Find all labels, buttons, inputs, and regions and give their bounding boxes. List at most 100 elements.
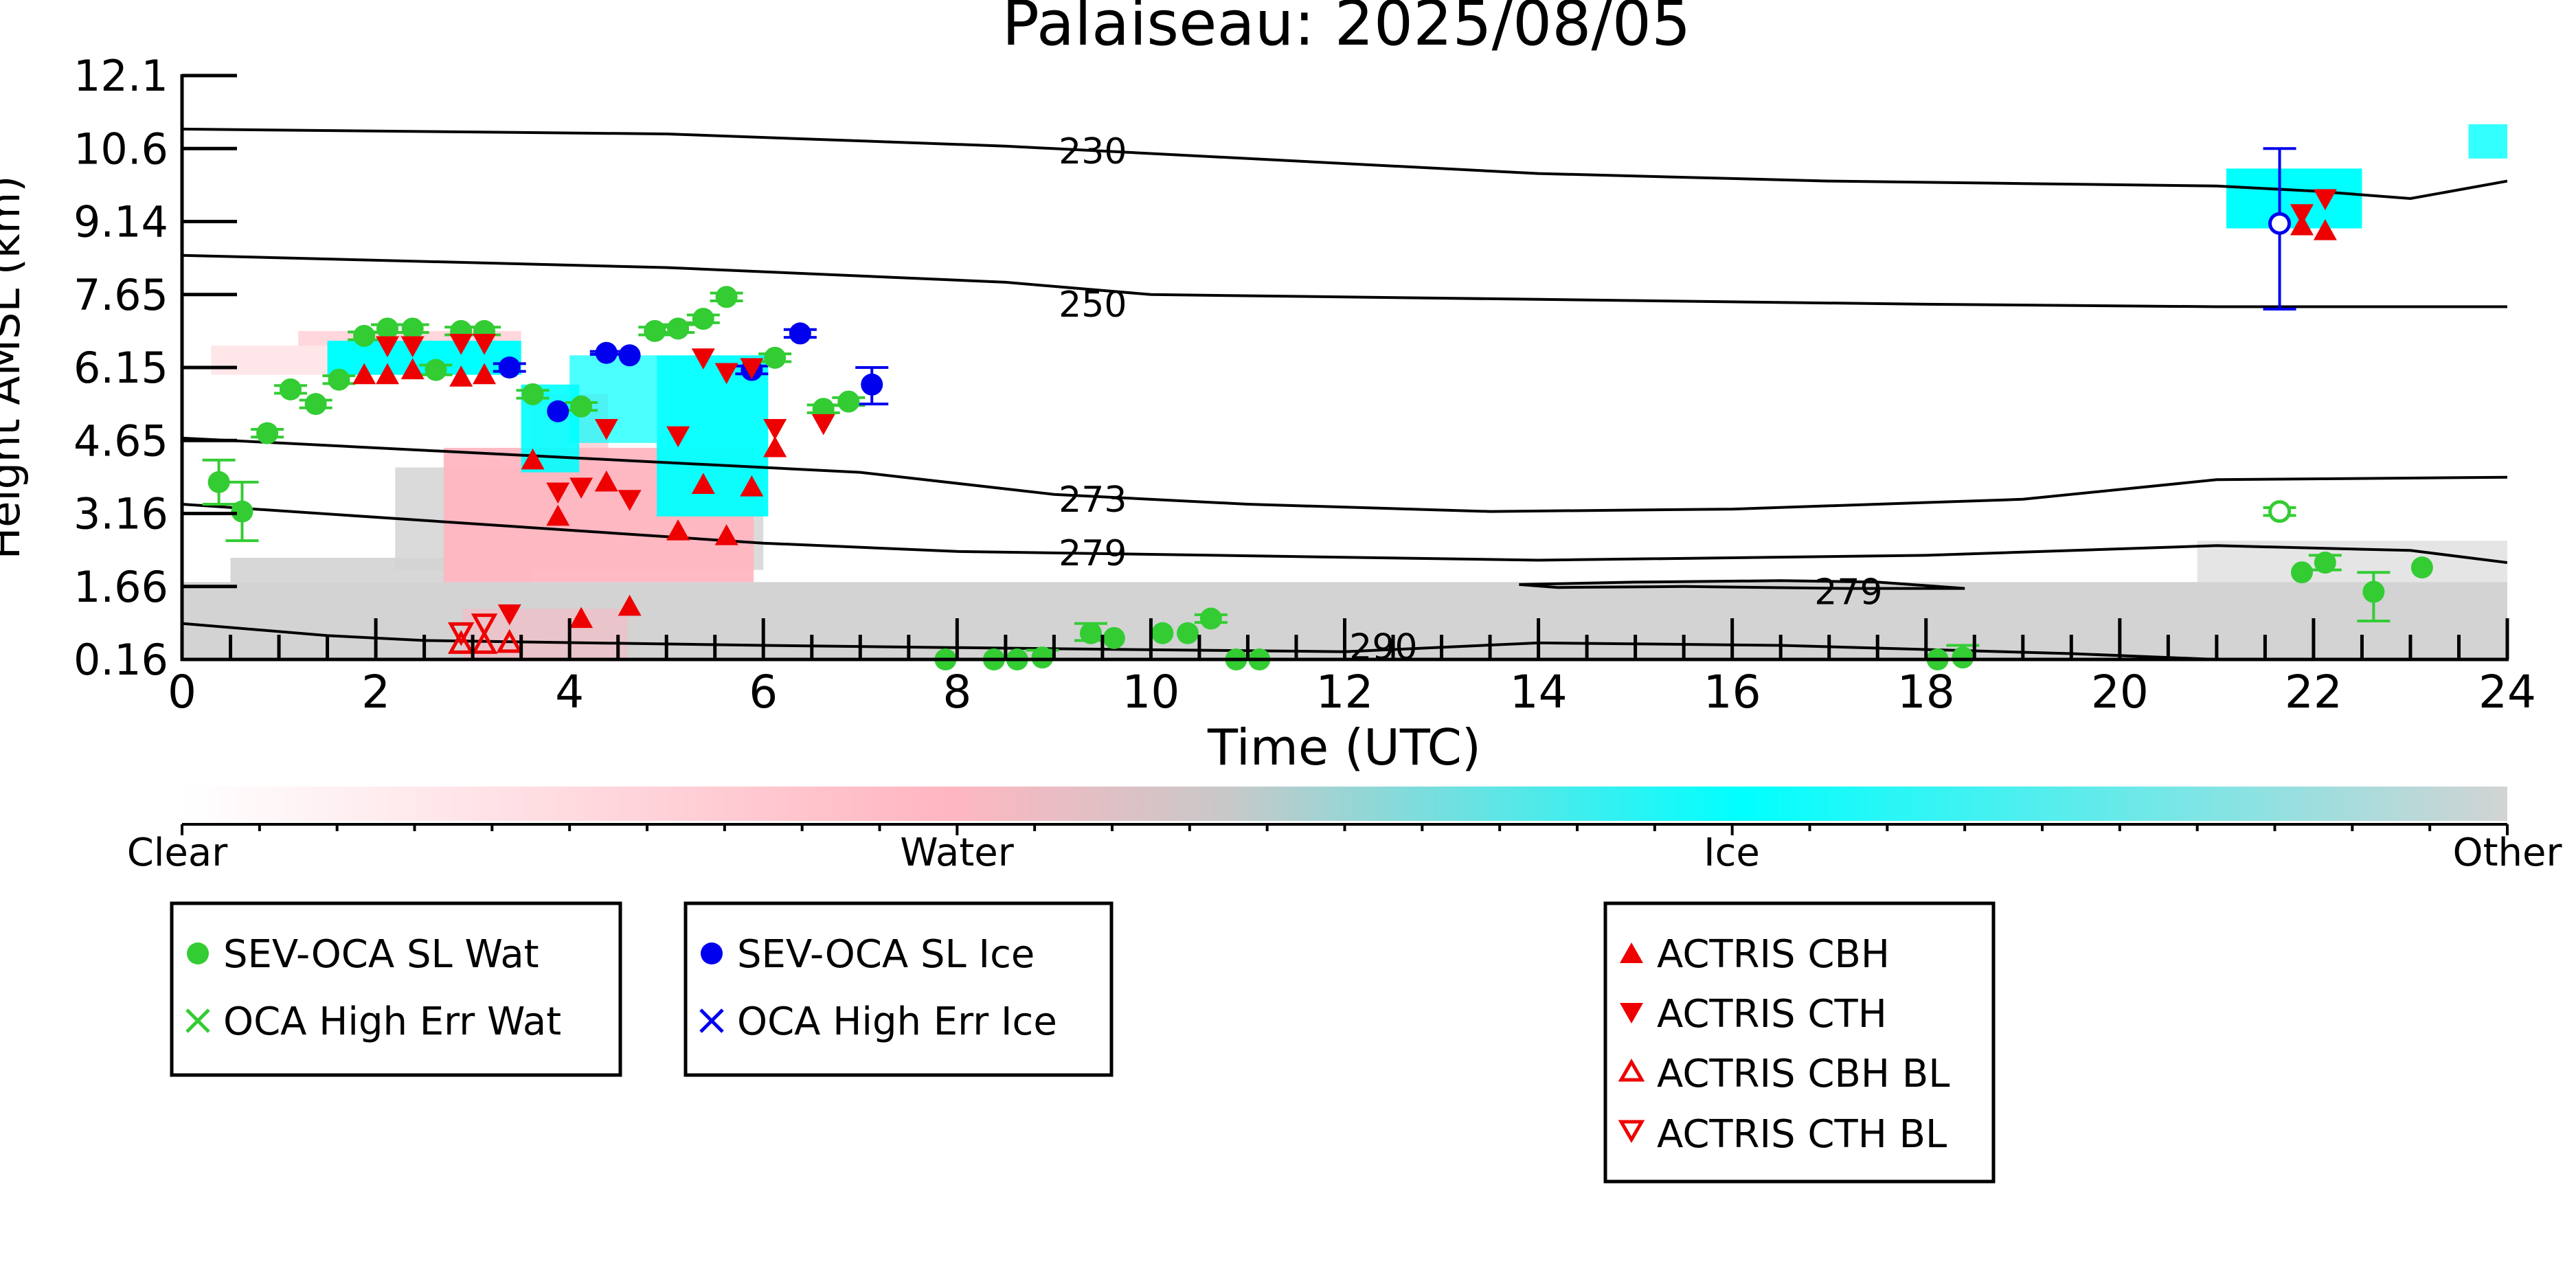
- x-tick-label: 18: [1897, 666, 1955, 719]
- cloud-field-ice: [2226, 168, 2362, 229]
- legend-ice-dot-icon: [701, 942, 723, 964]
- marker-actris-cbh: [763, 436, 787, 457]
- marker-sev-oca-wat: [764, 346, 787, 369]
- contour-label: 279: [1059, 533, 1127, 574]
- marker-sev-oca-wat: [692, 308, 714, 330]
- marker-sev-oca-wat: [1031, 646, 1054, 669]
- legend-entry-cth: ACTRIS CTH: [1657, 992, 1887, 1037]
- contour-273: [182, 436, 2507, 513]
- marker-actris-cth: [691, 348, 715, 370]
- legend-cbh-bl-triangle-icon: [1618, 1058, 1645, 1082]
- legend-water-dot-icon: [187, 942, 209, 964]
- colorbar-ticks: [181, 824, 2509, 835]
- x-tick-label: 22: [2285, 666, 2342, 719]
- marker-sev-oca-ice: [618, 344, 641, 367]
- legend-cth-triangle-icon: [1620, 1003, 1643, 1024]
- x-axis-label: Time (UTC): [1207, 719, 1481, 776]
- marker-sev-oca-ice: [861, 373, 883, 396]
- legend-entry-cth-bl: ACTRIS CTH BL: [1657, 1112, 1947, 1157]
- legend-ice-cross-icon: [699, 1008, 724, 1033]
- marker-actris-cth: [666, 426, 690, 448]
- marker-actris-cth: [811, 414, 835, 436]
- marker-sev-oca-wat: [837, 390, 860, 413]
- legend-entry-sev-oca-wat: SEV-OCA SL Wat: [223, 932, 539, 977]
- legend-cbh-triangle-icon: [1620, 942, 1643, 963]
- marker-sev-oca-wat: [207, 471, 230, 493]
- marker-actris-cth: [400, 336, 425, 358]
- marker-actris-cth: [473, 333, 497, 355]
- marker-sev-oca-wat: [376, 317, 399, 340]
- contour-279: [182, 503, 2507, 564]
- y-tick-label: 12.1: [74, 51, 168, 101]
- x-tick-label: 2: [361, 666, 390, 719]
- marker-sev-oca-wat: [401, 317, 424, 340]
- contour-label: 273: [1059, 479, 1127, 521]
- marker-actris-cbh: [376, 363, 400, 385]
- legend-entry-oca-err-wat: OCA High Err Wat: [223, 999, 561, 1044]
- marker-actris-cth: [546, 482, 570, 504]
- marker-sev-oca-wat: [328, 368, 350, 391]
- colorbar-label-other: Other: [2452, 831, 2562, 875]
- marker-sev-oca-wat: [425, 359, 447, 381]
- y-tick-label: 3.16: [74, 489, 168, 539]
- legend-actris: ACTRIS CBH ACTRIS CTH ACTRIS CBH BL ACTR…: [1603, 901, 1996, 1184]
- x-tick-label: 10: [1122, 666, 1179, 719]
- colorbar-label-ice: Ice: [1704, 831, 1760, 875]
- marker-sev-oca-ice-open: [2268, 212, 2292, 235]
- legend-ice: SEV-OCA SL Ice OCA High Err Ice: [683, 901, 1114, 1077]
- marker-actris-cbh-bl: [471, 630, 498, 654]
- marker-sev-oca-wat: [2410, 556, 2433, 579]
- marker-sev-oca-ice: [595, 341, 618, 364]
- markers: [207, 189, 2433, 670]
- marker-sev-oca-wat: [2290, 561, 2313, 584]
- marker-actris-cbh: [594, 470, 618, 492]
- marker-sev-oca-wat: [1952, 646, 1974, 669]
- marker-actris-cbh: [546, 504, 570, 526]
- colorbar-label-water: Water: [900, 831, 1015, 875]
- x-tick-label: 6: [749, 666, 778, 719]
- contour-label: 279: [1814, 572, 1882, 613]
- contour-label: 230: [1059, 131, 1127, 172]
- marker-sev-oca-wat: [256, 422, 279, 444]
- marker-actris-cth: [2290, 204, 2314, 225]
- y-axis-label: Height AMSL (km): [0, 176, 30, 560]
- cloud-field-ice: [2468, 124, 2507, 159]
- marker-sev-oca-ice: [498, 357, 521, 379]
- marker-actris-cth-bl: [447, 622, 475, 646]
- marker-sev-oca-wat: [2314, 552, 2336, 574]
- x-tick-label: 16: [1704, 666, 1761, 719]
- x-tick-label: 24: [2478, 666, 2536, 719]
- marker-actris-cbh: [691, 473, 715, 495]
- marker-sev-oca-wat: [2362, 580, 2385, 603]
- marker-actris-cth: [740, 358, 764, 379]
- marker-sev-oca-wat: [1079, 622, 1102, 644]
- contour-279: [1519, 579, 1965, 590]
- y-tick-label: 1.66: [74, 562, 168, 612]
- y-tick-label: 9.14: [74, 197, 168, 247]
- marker-actris-cbh: [400, 358, 425, 380]
- marker-actris-cbh-bl: [447, 630, 475, 654]
- legend-cth-bl-triangle-icon: [1618, 1120, 1645, 1144]
- marker-sev-oca-wat: [644, 319, 666, 342]
- contour-label: 290: [1349, 627, 1417, 668]
- y-tick-label: 4.65: [74, 416, 168, 466]
- legend-actris-box: [1603, 901, 1996, 1184]
- marker-sev-oca-wat: [1103, 626, 1125, 649]
- marker-actris-cbh: [618, 594, 642, 616]
- legend-entry-cbh: ACTRIS CBH: [1657, 932, 1890, 977]
- marker-actris-cth: [569, 477, 594, 499]
- marker-sev-oca-wat: [1151, 622, 1174, 644]
- x-tick-label: 4: [555, 666, 584, 719]
- colorbar-label-clear: Clear: [127, 831, 228, 875]
- y-tick-label: 6.15: [74, 343, 168, 393]
- marker-actris-cth: [497, 604, 521, 626]
- marker-actris-cth: [376, 336, 400, 358]
- marker-actris-cbh: [352, 363, 376, 385]
- marker-actris-cbh: [2313, 219, 2337, 240]
- marker-actris-cbh: [521, 448, 545, 470]
- marker-actris-cth-bl: [471, 613, 498, 637]
- x-tick-label: 12: [1316, 666, 1374, 719]
- y-tick-label: 0.16: [74, 635, 168, 685]
- legend-ice-box: [683, 901, 1114, 1077]
